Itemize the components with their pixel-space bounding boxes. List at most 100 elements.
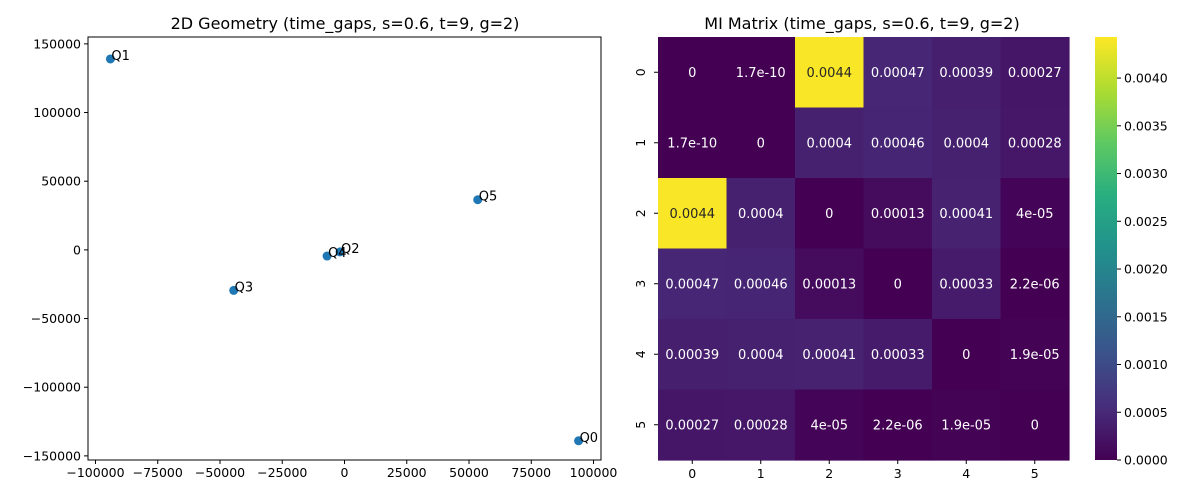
heatmap-cell [795,37,865,109]
heatmap-x-tick-label: 3 [894,466,902,481]
scatter-y-tick-label: −150000 [23,448,81,463]
heatmap-x-tick-label: 0 [688,466,696,481]
heatmap-cell [795,319,865,391]
scatter-point-label: Q1 [111,49,130,64]
heatmap-cell [863,37,933,109]
scatter-y-tick-label: −50000 [31,311,81,326]
heatmap-cell-label: 0.0004 [738,348,784,363]
heatmap-cell-label: 2.2e-06 [873,418,923,433]
scatter-points: Q0 Q1 Q2 Q3 Q4 Q5 [105,49,599,446]
heatmap-cell [1000,248,1070,320]
scatter-x-tick-label: −25000 [257,465,307,480]
scatter-panel: 2D Geometry (time_gaps, s=0.6, t=9, g=2)… [23,14,618,480]
heatmap-cell [658,389,728,461]
scatter-point-label: Q4 [328,246,347,261]
heatmap-cell [932,178,1002,250]
heatmap-cell [1000,107,1070,179]
heatmap-cell [726,248,796,320]
heatmap-cell-label: 0 [962,348,970,363]
heatmap-cell-label: 0.00028 [734,418,788,433]
heatmap-cell-label: 0.00033 [939,277,993,292]
colorbar-tick-label: 0.0040 [1124,71,1168,86]
heatmap-cell-label: 1.7e-10 [667,136,717,151]
heatmap-cell [795,389,865,461]
heatmap-cell [795,107,865,179]
heatmap-cell [726,107,796,179]
heatmap-cell-label: 0.00033 [871,348,925,363]
heatmap-cell [932,389,1002,461]
heatmap-x-axis: 0 1 2 3 4 5 [688,460,1039,481]
scatter-x-axis: −100000 −75000 −50000 −25000 0 25000 50000 7500… [66,460,617,480]
scatter-x-tick-label: 25000 [387,465,427,480]
heatmap-cell-label: 0.00027 [1008,66,1062,81]
heatmap-x-tick-label: 2 [825,466,833,481]
heatmap-cell-label: 0.00027 [665,418,719,433]
heatmap-cell-label: 0.0004 [944,136,990,151]
heatmap-cell [1000,37,1070,109]
scatter-point-q3 [229,285,239,295]
heatmap-cell-label: 0.00013 [871,207,925,222]
heatmap-cell-label: 0.0044 [807,66,853,81]
scatter-title: 2D Geometry (time_gaps, s=0.6, t=9, g=2) [171,14,520,34]
heatmap-cell-label: 0.00047 [665,277,719,292]
heatmap-cell [863,319,933,391]
heatmap-cell-label: 0.0004 [738,207,784,222]
heatmap-cell [726,319,796,391]
heatmap-cell-label: 1.9e-05 [1010,348,1060,363]
heatmap-cell [658,107,728,179]
heatmap-cell-label: 0.00046 [871,136,925,151]
scatter-point-q4 [322,251,332,261]
scatter-point-q2 [335,247,345,257]
heatmap-cell-label: 0.0004 [807,136,853,151]
colorbar-tick-label: 0.0020 [1124,262,1168,277]
heatmap-cell [726,37,796,109]
colorbar-tick-label: 0.0030 [1124,166,1168,181]
scatter-point-label: Q2 [341,242,360,257]
colorbar-tick-label: 0.0025 [1124,214,1168,229]
heatmap-cell [658,248,728,320]
colorbar-tick-label: 0.0000 [1124,453,1168,468]
scatter-x-tick-label: −50000 [195,465,245,480]
heatmap-x-tick-label: 1 [757,466,765,481]
heatmap-cell-label: 0 [1031,418,1039,433]
heatmap-cell-label: 2.2e-06 [1010,277,1060,292]
heatmap-cell [932,248,1002,320]
heatmap-cell [863,107,933,179]
colorbar-tick-label: 0.0010 [1124,357,1168,372]
heatmap-cell [726,178,796,250]
heatmap-cell [726,389,796,461]
heatmap-cell [932,107,1002,179]
heatmap-y-tick-label: 5 [633,421,648,429]
scatter-x-tick-label: −75000 [133,465,183,480]
heatmap-cell [658,319,728,391]
scatter-point-label: Q0 [580,431,599,446]
colorbar-axis: 0.0000 0.0005 0.0010 0.0015 0.0020 0.0025 0.00… [1117,71,1168,468]
heatmap-cell [863,178,933,250]
heatmap-y-tick-label: 2 [633,209,648,217]
heatmap-cell [932,319,1002,391]
scatter-plot-area [87,36,602,461]
heatmap-cell [658,37,728,109]
heatmap-cell [795,178,865,250]
heatmap-cell [1000,319,1070,391]
heatmap-cell-label: 1.7e-10 [736,66,786,81]
scatter-x-tick-label: 100000 [570,465,618,480]
heatmap-x-tick-label: 4 [962,466,970,481]
heatmap-y-tick-label: 1 [633,139,648,147]
scatter-x-tick-label: 50000 [449,465,489,480]
heatmap-y-tick-label: 4 [633,350,648,358]
heatmap-y-axis: 0 1 2 3 4 5 [633,68,658,429]
heatmap-cell-label: 0.00047 [871,66,925,81]
heatmap-cell [932,37,1002,109]
scatter-y-tick-label: 50000 [41,174,81,189]
heatmap-cell-label: 0.00039 [939,66,993,81]
heatmap-cell [795,248,865,320]
heatmap-cell-label: 0.00041 [939,207,993,222]
heatmap-cell-label: 0.00028 [1008,136,1062,151]
scatter-point-q1 [105,54,115,64]
scatter-y-tick-label: −100000 [23,380,81,395]
heatmap-cell-label: 0 [825,207,833,222]
scatter-point-label: Q5 [479,190,498,205]
heatmap-title: MI Matrix (time_gaps, s=0.6, t=9, g=2) [704,14,1019,34]
heatmap-cell [863,389,933,461]
